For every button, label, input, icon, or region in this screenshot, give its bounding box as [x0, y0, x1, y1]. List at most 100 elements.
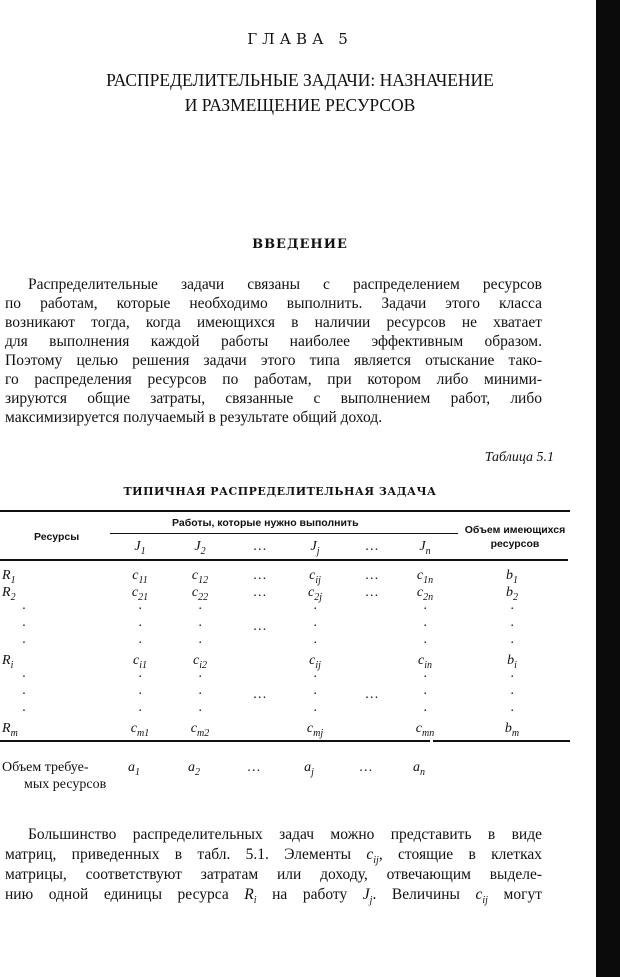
table-cell: · — [138, 670, 142, 685]
header-resources: Ресурсы — [34, 531, 80, 543]
table-title: ТИПИЧНАЯ РАСПРЕДЕЛИТЕЛЬНАЯ ЗАДАЧА — [123, 485, 437, 498]
cell-subscript: 2 — [10, 591, 16, 603]
sym: J — [362, 886, 370, 903]
table-cell: ci1 — [133, 653, 147, 671]
cell-symbol: · — [198, 636, 202, 651]
job-column-header: Jj — [310, 539, 320, 556]
cell-symbol: · — [198, 670, 202, 685]
cell-symbol: c — [190, 721, 197, 736]
cell-subscript: mj — [313, 727, 324, 739]
cell-symbol: · — [313, 687, 317, 702]
cell-subscript: 1 — [140, 545, 146, 557]
cell-subscript: 1 — [10, 574, 16, 586]
table-cell: · — [313, 670, 317, 685]
cell-symbol: · — [138, 704, 142, 719]
table-cell: … — [366, 585, 378, 600]
cell-symbol: a — [188, 760, 195, 775]
table-cell: · — [313, 602, 317, 617]
table-cell: … — [254, 585, 266, 600]
cell-symbol: · — [22, 602, 26, 617]
cell-symbol: c — [131, 585, 139, 600]
table-cell: · — [423, 687, 427, 702]
table-cell: · — [198, 704, 202, 719]
symbol-cij: cij — [366, 846, 378, 866]
table-cell: · — [198, 602, 202, 617]
cell-subscript: 2 — [200, 545, 206, 557]
table-cell: · — [313, 636, 317, 651]
cell-symbol: · — [423, 636, 427, 651]
cell-symbol: · — [510, 670, 514, 685]
cell-subscript: i — [10, 659, 14, 671]
available-cell: · — [510, 670, 514, 685]
cell-symbol: R — [2, 568, 11, 583]
job-column-header: J1 — [134, 539, 146, 557]
cell-symbol: · — [138, 602, 142, 617]
cell-symbol: c — [193, 653, 200, 668]
cell-symbol: · — [510, 619, 514, 634]
required-cell: a1 — [128, 760, 140, 777]
cell-symbol: · — [22, 636, 26, 651]
chapter-number: ГЛАВА 5 — [247, 30, 353, 48]
table-top-rule — [0, 510, 570, 512]
table-cell: c1n — [416, 568, 433, 585]
cell-subscript: n — [420, 766, 425, 778]
required-cell: … — [360, 760, 372, 775]
text: нию одной единицы ресурса — [5, 886, 245, 903]
cell-symbol: · — [138, 636, 142, 651]
cell-symbol: c — [306, 721, 314, 736]
cell-symbol: a — [304, 760, 312, 775]
sym: R — [244, 886, 254, 903]
required-cell: an — [413, 760, 425, 778]
section-heading: ВВЕДЕНИЕ — [252, 237, 348, 252]
row-label: Rm — [2, 721, 18, 738]
table-cell: cmj — [306, 721, 324, 739]
cell-subscript: 22 — [198, 591, 209, 603]
job-column-header: Jn — [419, 539, 430, 556]
paragraph-line: максимизируется получаемый в результате … — [5, 409, 383, 426]
cell-symbol: b — [507, 653, 515, 668]
cell-symbol: c — [130, 721, 137, 736]
row-label: · — [22, 602, 26, 617]
cell-symbol: · — [22, 704, 26, 719]
table-cell: · — [138, 619, 142, 634]
cell-symbol: a — [128, 760, 135, 775]
table-cell: · — [423, 704, 427, 719]
text: на работу — [256, 886, 363, 903]
table-cell: · — [138, 704, 142, 719]
p2-line-1: Большинство распределительных задач можн… — [28, 826, 542, 843]
table-cell: c22 — [192, 585, 209, 603]
cell-symbol: J — [310, 539, 317, 554]
table-cell: cmn — [416, 721, 434, 738]
cell-symbol: c — [309, 568, 316, 583]
cell-subscript: m1 — [136, 727, 150, 739]
table-cell: ci2 — [193, 653, 207, 670]
table-cell: cm2 — [190, 721, 209, 738]
cell-symbol: · — [22, 619, 26, 634]
cell-symbol: c — [308, 585, 315, 600]
cell-symbol: · — [510, 704, 514, 719]
text: . Величины — [372, 886, 476, 903]
cell-symbol: · — [198, 704, 202, 719]
available-cell: b1 — [506, 568, 518, 585]
sub: i — [253, 895, 257, 907]
scan-page-edge — [596, 0, 620, 977]
cell-symbol: … — [253, 687, 267, 702]
cell-symbol: … — [253, 539, 267, 554]
table-caption: Таблица 5.1 — [484, 450, 554, 465]
cell-symbol: · — [313, 670, 317, 685]
cell-symbol: R — [2, 721, 11, 736]
table-cell: · — [423, 636, 427, 651]
available-cell: bm — [505, 721, 519, 738]
cell-symbol: c — [416, 568, 424, 583]
table-cell: … — [254, 687, 266, 702]
table-cell: c2n — [417, 585, 433, 602]
cell-subscript: i1 — [139, 659, 147, 671]
chapter-title-line-1: РАСПРЕДЕЛИТЕЛЬНЫЕ ЗАДАЧИ: НАЗНАЧЕНИЕ — [106, 70, 494, 90]
table-cell: cm1 — [130, 721, 150, 739]
table-cell: cin — [418, 653, 432, 670]
table-cell: · — [423, 619, 427, 634]
available-cell: · — [510, 619, 514, 634]
available-cell: · — [510, 687, 514, 702]
available-cell: · — [510, 636, 514, 651]
cell-subscript: ij — [315, 659, 321, 671]
